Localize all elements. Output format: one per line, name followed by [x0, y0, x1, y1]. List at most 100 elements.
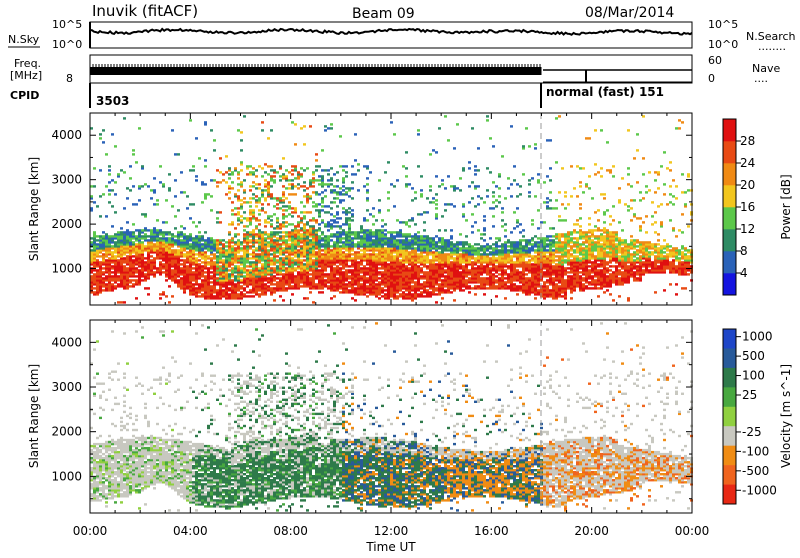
power-cell — [342, 189, 345, 191]
power-cell — [255, 183, 258, 185]
power-cell — [495, 275, 498, 277]
power-cell — [141, 241, 144, 243]
power-cell — [132, 185, 135, 187]
power-cell — [240, 139, 243, 141]
power-cell — [159, 297, 162, 299]
power-cell — [111, 179, 114, 181]
power-cell — [285, 169, 288, 171]
power-cell — [531, 219, 534, 221]
power-cell — [201, 293, 204, 295]
power-cell — [408, 219, 411, 221]
power-cell — [447, 253, 450, 255]
power-cell — [237, 207, 240, 209]
power-cell — [321, 253, 324, 255]
power-cell — [393, 205, 396, 207]
power-cell — [300, 233, 303, 235]
power-cell — [423, 255, 426, 257]
power-cell — [237, 293, 240, 295]
power-cell — [486, 115, 489, 117]
power-cell — [333, 225, 336, 227]
power-cell — [264, 171, 267, 173]
power-cell — [141, 279, 144, 281]
power-cell — [492, 215, 495, 217]
power-cell — [318, 223, 321, 225]
power-cell — [324, 279, 327, 281]
power-cell — [96, 243, 99, 245]
power-cell — [507, 273, 510, 275]
power-cell — [354, 133, 357, 135]
power-cell — [534, 195, 537, 197]
power-cell — [348, 275, 351, 277]
power-cell — [348, 187, 351, 189]
power-cell — [315, 159, 318, 161]
power-cell — [321, 169, 324, 171]
power-cell — [231, 221, 234, 223]
power-cell — [294, 267, 297, 269]
power-cell — [234, 193, 237, 195]
power-cell — [204, 193, 207, 195]
power-cell — [459, 177, 462, 179]
power-cell — [282, 213, 285, 215]
power-cell — [336, 197, 339, 199]
power-cell — [429, 185, 432, 187]
power-cell — [285, 175, 288, 177]
power-cell — [114, 241, 117, 243]
power-cell — [516, 241, 519, 243]
power-cell — [477, 203, 480, 205]
power-cell — [333, 267, 336, 269]
power-cell — [342, 271, 345, 273]
power-cell — [258, 209, 261, 211]
power-cell — [228, 231, 231, 233]
power-cell — [111, 265, 114, 267]
power-cell — [309, 291, 312, 293]
power-cell — [336, 221, 339, 223]
power-cell — [336, 231, 339, 233]
power-cell — [108, 169, 111, 171]
power-cell — [108, 165, 111, 167]
power-cell — [408, 225, 411, 227]
power-cell — [246, 201, 249, 203]
power-cell — [315, 179, 318, 181]
power-cell — [255, 169, 258, 171]
power-cell — [462, 241, 465, 243]
power-cell — [312, 205, 315, 207]
power-cell — [468, 291, 471, 293]
power-cell — [330, 297, 333, 299]
power-cell — [429, 237, 432, 239]
power-cell — [333, 173, 336, 175]
power-cell — [429, 153, 432, 155]
power-cell — [306, 297, 309, 299]
power-cell — [231, 267, 234, 269]
power-cell — [105, 153, 108, 155]
power-cell — [402, 165, 405, 167]
power-cell — [444, 269, 447, 271]
power-cell — [204, 231, 207, 233]
power-cell — [243, 245, 246, 247]
power-cell — [321, 197, 324, 199]
power-cell — [198, 221, 201, 223]
power-cell — [99, 255, 102, 257]
power-cell — [273, 267, 276, 269]
power-cell — [513, 261, 516, 263]
power-cell — [261, 231, 264, 233]
power-cell — [498, 249, 501, 251]
power-cell — [162, 263, 165, 265]
power-cell — [474, 293, 477, 295]
power-cell — [270, 215, 273, 217]
power-cell — [516, 207, 519, 209]
power-cell — [444, 275, 447, 277]
power-cell — [402, 239, 405, 241]
power-cell — [327, 127, 330, 129]
power-cell — [450, 229, 453, 231]
power-cell — [462, 203, 465, 205]
power-cell — [366, 209, 369, 211]
power-cell — [282, 205, 285, 207]
power-cell — [426, 211, 429, 213]
power-cell — [153, 189, 156, 191]
power-cell — [243, 189, 246, 191]
power-cell — [480, 245, 483, 247]
power-cell — [195, 235, 198, 237]
power-cell — [291, 223, 294, 225]
power-cell — [411, 235, 414, 237]
power-cell — [489, 245, 492, 247]
